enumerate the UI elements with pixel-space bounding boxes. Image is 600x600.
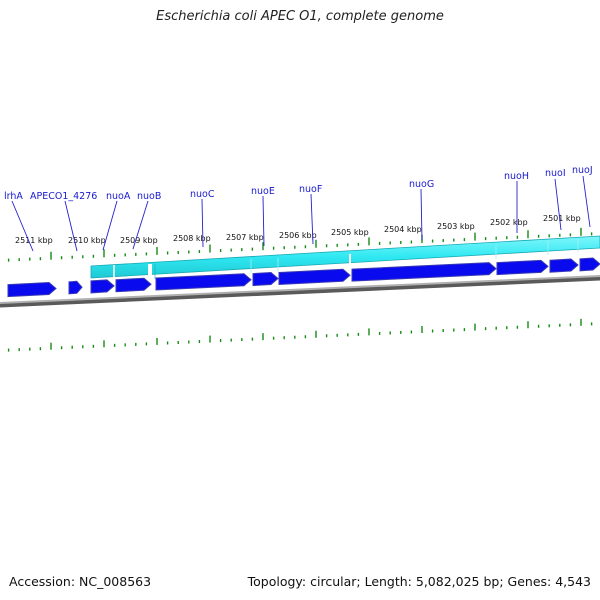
kbp-label: 2509 kbp: [120, 236, 158, 245]
cds-band: [90, 235, 600, 279]
gene-label-nuoH: nuoH: [504, 171, 529, 182]
kbp-ruler-labels: 2511 kbp 2510 kbp 2509 kbp 2508 kbp 2507…: [15, 214, 581, 245]
inner-tick-ruler: [7, 318, 593, 352]
kbp-label: 2508 kbp: [173, 234, 211, 243]
kbp-label: 2501 kbp: [543, 214, 581, 223]
gene-arrow: [351, 262, 497, 282]
gene-label-nuoC: nuoC: [190, 189, 215, 200]
gene-arrow: [7, 281, 57, 298]
gene-arrow: [155, 273, 252, 291]
kbp-label: 2506 kbp: [279, 231, 317, 240]
kbp-label: 2504 kbp: [384, 225, 422, 234]
gene-label-nuoA: nuoA: [106, 191, 131, 202]
accession-text: Accession: NC_008563: [9, 574, 152, 589]
gene-arrow: [68, 280, 83, 295]
kbp-label: 2505 kbp: [331, 228, 369, 237]
gene-arrow: [496, 259, 549, 276]
kbp-label: 2511 kbp: [15, 236, 53, 245]
gene-label-APECO1_4276: APECO1_4276: [30, 191, 97, 202]
gene-labels: lrhA APECO1_4276 nuoA nuoB nuoC nuoE nuo…: [4, 165, 593, 202]
gene-label-nuoF: nuoF: [299, 184, 322, 195]
gene-arrow: [549, 258, 579, 273]
gene-label-nuoE: nuoE: [251, 186, 275, 197]
kbp-label: 2510 kbp: [68, 236, 106, 245]
gene-arrow: [115, 277, 152, 293]
gene-arrow: [579, 257, 600, 272]
gene-arrow: [252, 271, 279, 287]
gene-label-nuoI: nuoI: [545, 168, 566, 179]
kbp-label: 2503 kbp: [437, 222, 475, 231]
genome-summary-text: Topology: circular; Length: 5,082,025 bp…: [247, 574, 591, 589]
gene-track: [7, 257, 600, 298]
gene-label-nuoJ: nuoJ: [572, 165, 593, 176]
kbp-label: 2502 kbp: [490, 218, 528, 227]
gene-label-nuoB: nuoB: [137, 191, 161, 202]
gene-leader-lines: [11, 175, 591, 252]
gene-arrow: [90, 279, 115, 294]
kbp-label: 2507 kbp: [226, 233, 264, 242]
gene-arrow: [278, 268, 351, 285]
genome-backbone: [0, 275, 600, 308]
gene-label-lrhA: lrhA: [4, 191, 23, 202]
gene-label-nuoG: nuoG: [409, 179, 434, 190]
genome-title: Escherichia coli APEC O1, complete genom…: [156, 9, 444, 24]
